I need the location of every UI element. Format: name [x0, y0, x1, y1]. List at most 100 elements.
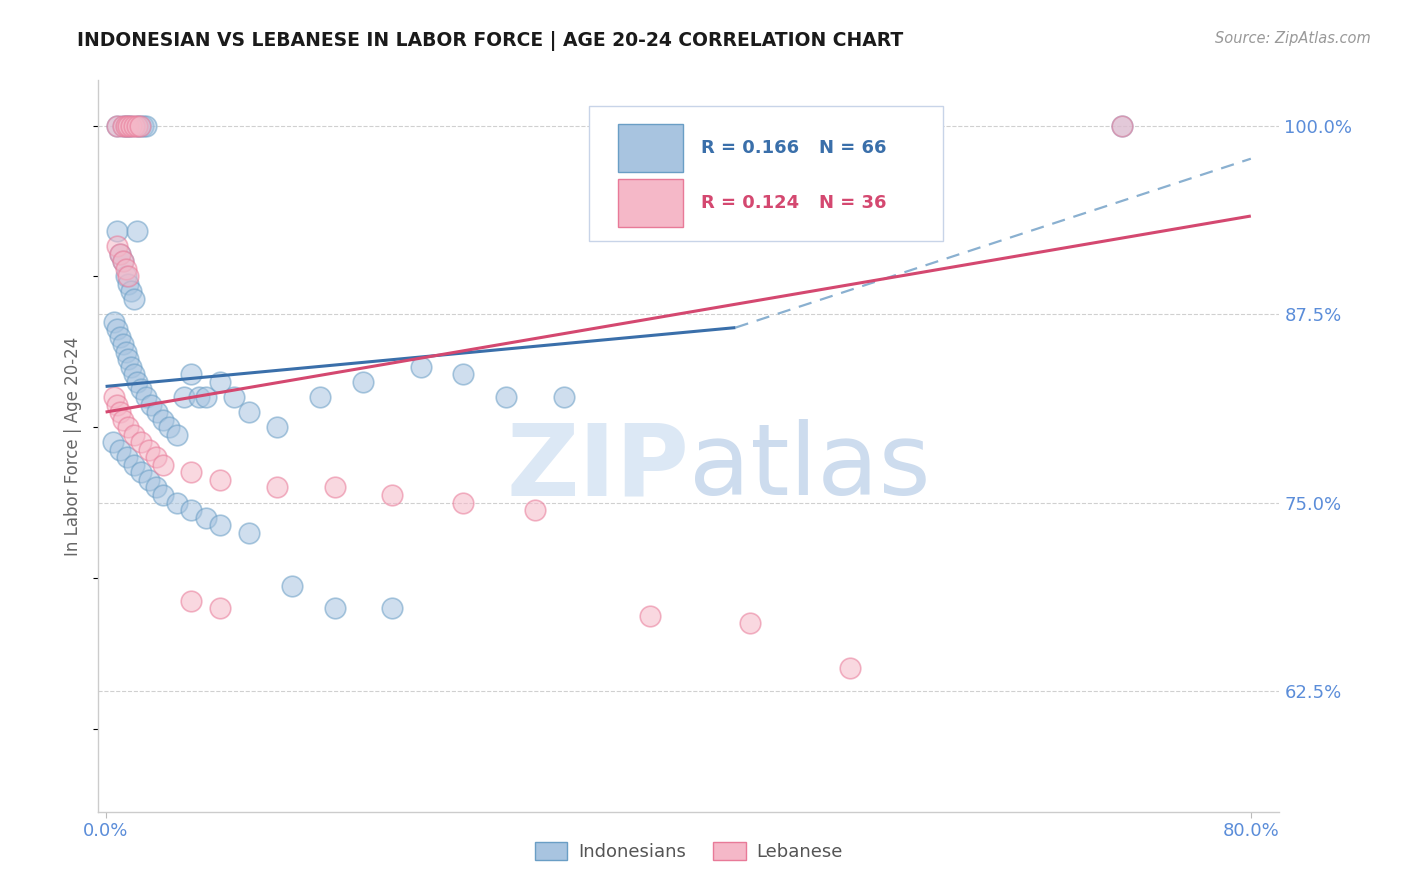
Point [131, 383, 153, 397]
Point [103, 315, 125, 329]
Point [224, 390, 246, 404]
Point [117, 277, 139, 291]
Point [111, 337, 134, 351]
Point [173, 390, 195, 404]
Bar [619, 124, 683, 171]
Point [114, 119, 136, 133]
Point [120, 359, 142, 374]
Point [125, 375, 148, 389]
Point [117, 119, 139, 133]
Point [157, 420, 180, 434]
Point [120, 285, 142, 299]
Point [108, 246, 131, 260]
Point [129, 119, 152, 133]
Point [152, 412, 174, 426]
Point [117, 119, 139, 133]
Point [381, 488, 404, 502]
Point [152, 488, 174, 502]
Point [114, 119, 136, 133]
Text: atlas: atlas [689, 419, 931, 516]
Point [638, 119, 661, 133]
Point [105, 224, 128, 238]
Point [138, 473, 160, 487]
Point [122, 427, 145, 442]
Point [180, 593, 202, 607]
Point [105, 322, 128, 336]
Point [180, 503, 202, 517]
Point [323, 480, 346, 494]
Point [238, 525, 260, 540]
Point [138, 442, 160, 457]
Point [180, 466, 202, 480]
Point [117, 420, 139, 434]
Text: N = 66: N = 66 [818, 139, 886, 157]
Point [129, 119, 152, 133]
Point [209, 518, 232, 533]
Point [323, 601, 346, 615]
Point [108, 246, 131, 260]
Point [135, 119, 157, 133]
Point [111, 254, 134, 268]
Point [187, 390, 209, 404]
Point [381, 601, 404, 615]
Point [122, 119, 145, 133]
Point [238, 405, 260, 419]
Point [120, 119, 142, 133]
Point [553, 390, 575, 404]
Point [131, 435, 153, 450]
Point [146, 405, 169, 419]
Point [101, 435, 124, 450]
Point [111, 412, 134, 426]
Point [114, 269, 136, 284]
Point [132, 119, 155, 133]
FancyBboxPatch shape [589, 106, 943, 241]
Point [209, 601, 232, 615]
Point [105, 398, 128, 412]
Point [111, 119, 134, 133]
Point [108, 442, 131, 457]
Point [120, 119, 142, 133]
Point [105, 239, 128, 253]
Point [114, 344, 136, 359]
Point [108, 329, 131, 343]
Point [103, 390, 125, 404]
Point [105, 119, 128, 133]
Point [638, 608, 661, 623]
Point [125, 119, 148, 133]
Text: R = 0.166: R = 0.166 [700, 139, 799, 157]
Text: INDONESIAN VS LEBANESE IN LABOR FORCE | AGE 20-24 CORRELATION CHART: INDONESIAN VS LEBANESE IN LABOR FORCE | … [77, 31, 904, 51]
Point [145, 450, 167, 465]
Point [145, 480, 167, 494]
Text: ZIP: ZIP [506, 419, 689, 516]
Point [1111, 119, 1133, 133]
Point [352, 375, 374, 389]
Point [131, 466, 153, 480]
Point [111, 254, 134, 268]
Point [453, 368, 475, 382]
Point [453, 495, 475, 509]
Point [209, 473, 232, 487]
Point [166, 495, 188, 509]
Point [135, 390, 157, 404]
Point [122, 458, 145, 472]
Point [125, 119, 148, 133]
Point [1111, 119, 1133, 133]
Point [166, 427, 188, 442]
Point [114, 261, 136, 276]
Point [122, 292, 145, 306]
Point [125, 224, 148, 238]
Point [122, 368, 145, 382]
Point [141, 398, 163, 412]
Bar [619, 179, 683, 227]
Point [309, 390, 332, 404]
Point [180, 368, 202, 382]
Text: R = 0.124: R = 0.124 [700, 194, 799, 212]
Text: N = 36: N = 36 [818, 194, 886, 212]
Text: Source: ZipAtlas.com: Source: ZipAtlas.com [1215, 31, 1371, 46]
Point [152, 458, 174, 472]
Point [409, 359, 432, 374]
Point [495, 390, 517, 404]
Point [738, 616, 761, 631]
Legend: Indonesians, Lebanese: Indonesians, Lebanese [527, 835, 851, 869]
Point [117, 269, 139, 284]
